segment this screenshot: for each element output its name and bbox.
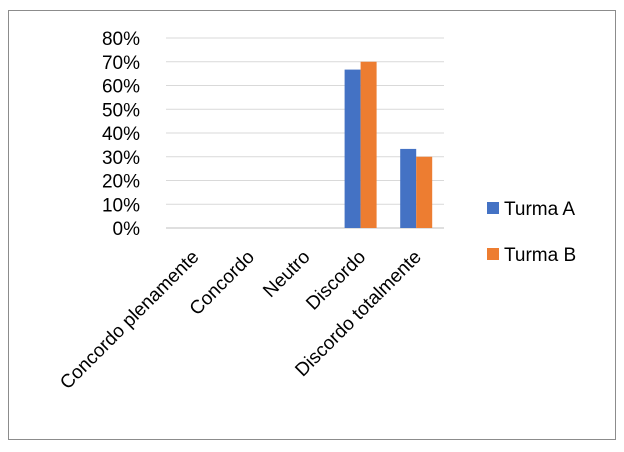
x-category-label: Neutro <box>259 247 314 302</box>
bar-turma-a <box>344 69 361 229</box>
y-tick-label: 10% <box>102 195 140 216</box>
x-category-label: Concordo plenamente <box>56 247 203 394</box>
legend-swatch <box>487 202 499 214</box>
y-tick-label: 70% <box>102 53 140 74</box>
y-tick-label: 40% <box>102 124 140 145</box>
y-tick-label: 0% <box>113 219 141 240</box>
bar-turma-b <box>360 61 377 228</box>
y-tick-label: 50% <box>102 100 140 121</box>
legend-label: Turma A <box>504 199 575 220</box>
chart-frame <box>8 10 616 440</box>
y-tick-label: 30% <box>102 148 140 169</box>
y-tick-label: 80% <box>102 29 140 50</box>
y-axis-ticks: 0% 10%20% 30% 40% 50%60% 70% 80% <box>102 29 140 240</box>
gridlines <box>166 37 444 229</box>
legend-swatch <box>487 248 499 260</box>
bar-turma-a <box>400 148 417 228</box>
y-tick-label: 60% <box>102 77 140 98</box>
y-tick-label: 20% <box>102 172 140 193</box>
bar-turma-b <box>416 156 433 228</box>
legend-label: Turma B <box>504 245 576 266</box>
bars <box>344 61 433 229</box>
legend: Turma A Turma B <box>487 199 576 266</box>
